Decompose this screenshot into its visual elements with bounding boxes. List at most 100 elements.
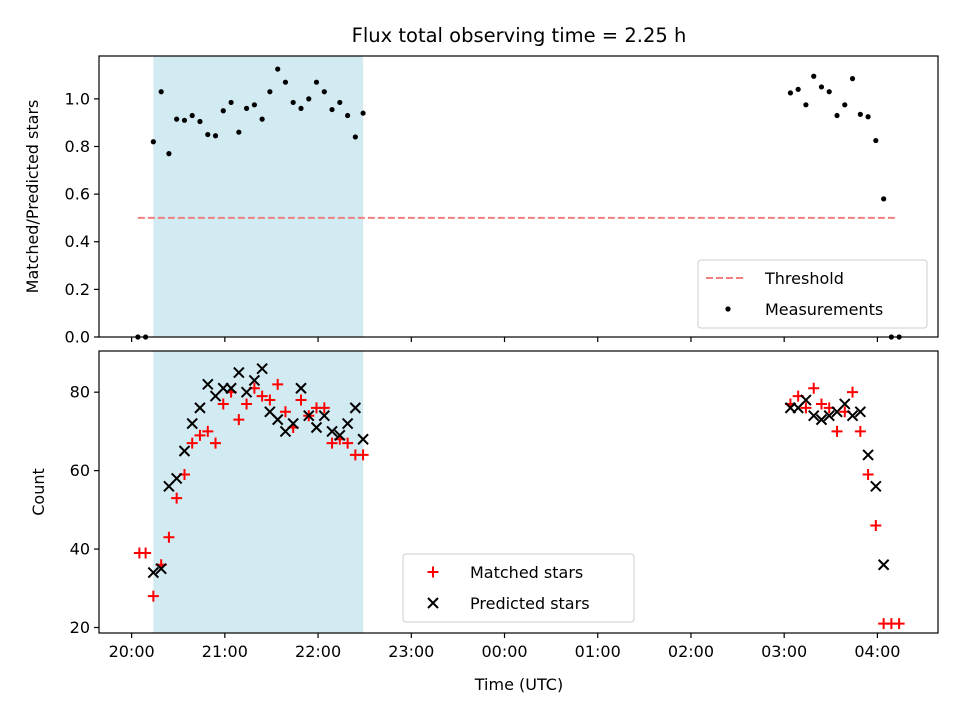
data-point (862, 449, 874, 461)
data-point (823, 410, 835, 422)
ratio-panel: 0.0 0.2 0.4 0.6 0.8 1.0 Matched/Predicted star… (23, 55, 939, 347)
data-point (310, 421, 323, 434)
series-matched-stars (133, 378, 905, 630)
data-point (202, 425, 214, 437)
data-point (166, 151, 172, 157)
data-point (140, 547, 152, 559)
data-point (251, 102, 258, 108)
data-point (313, 79, 320, 85)
series-predicted-stars (147, 362, 890, 579)
data-point (178, 445, 191, 457)
data-point (194, 429, 206, 441)
data-point (264, 394, 276, 406)
y-tick-label: 40 (70, 540, 90, 559)
data-point (303, 410, 315, 422)
legend-box (402, 553, 635, 623)
data-point (854, 425, 866, 437)
data-point (282, 79, 289, 85)
data-point (795, 86, 801, 92)
data-point (181, 117, 188, 123)
data-point (329, 106, 335, 113)
data-point (236, 129, 242, 135)
legend: Matched stars Predicted stars (402, 553, 635, 623)
data-point (267, 89, 273, 95)
data-point (870, 480, 882, 493)
x-tick-label: 23:00 (388, 642, 434, 661)
data-point (170, 472, 183, 485)
data-point (787, 90, 794, 96)
data-point (818, 84, 825, 90)
data-point (271, 413, 284, 426)
data-point (334, 429, 346, 442)
data-point (877, 559, 890, 571)
y-axis-label: Matched/Predicted stars (23, 100, 42, 294)
data-point (842, 102, 848, 108)
data-point (279, 406, 291, 418)
data-point (834, 112, 840, 119)
data-point (189, 112, 195, 119)
observing-interval-band (153, 56, 364, 337)
data-point (228, 99, 234, 106)
data-point (800, 402, 812, 414)
data-point (171, 492, 183, 504)
data-point (205, 131, 211, 138)
y-axis-label: Count (29, 468, 48, 516)
data-point (849, 76, 856, 82)
data-point (256, 390, 268, 402)
data-point (318, 410, 331, 422)
data-point (287, 417, 299, 430)
data-point (865, 114, 871, 120)
data-point (826, 89, 832, 95)
data-point (847, 386, 859, 398)
observing-interval-band (153, 351, 364, 633)
legend-label: Matched stars (470, 563, 583, 582)
plot-frame (98, 55, 939, 338)
series-measurements (135, 66, 902, 340)
data-point (811, 73, 817, 79)
data-point (248, 374, 261, 387)
data-point (158, 89, 164, 95)
data-point (163, 531, 175, 543)
legend-marker (427, 597, 439, 609)
x-tick-label: 21:00 (202, 642, 248, 661)
data-point (345, 112, 351, 119)
data-point (233, 366, 245, 379)
data-point (846, 410, 859, 422)
legend-label: Predicted stars (470, 594, 590, 613)
data-point (360, 110, 366, 116)
x-tick-label: 02:00 (668, 642, 714, 661)
data-point (240, 386, 253, 398)
y-tick-label: 0.0 (65, 328, 90, 347)
data-point (147, 566, 160, 579)
data-point (295, 394, 307, 406)
legend-marker (427, 566, 439, 578)
data-point (870, 520, 882, 532)
data-point (298, 105, 304, 111)
x-tick-label: 22:00 (295, 642, 341, 661)
data-point (272, 378, 284, 390)
data-point (194, 402, 206, 414)
data-point (815, 413, 828, 426)
data-point (197, 118, 203, 125)
x-axis-label: Time (UTC) (474, 675, 563, 694)
data-point (341, 417, 354, 430)
x-tick-label: 20:00 (109, 642, 155, 661)
x-tick-label: 01:00 (575, 642, 621, 661)
data-point (306, 96, 312, 102)
data-point (857, 111, 863, 117)
data-point (839, 398, 851, 410)
data-point (318, 402, 330, 414)
data-point (337, 99, 343, 106)
data-point (210, 437, 222, 449)
data-point (357, 433, 369, 445)
data-point (321, 89, 327, 95)
data-point (352, 134, 358, 140)
data-point (186, 437, 198, 449)
x-tick-label: 03:00 (761, 642, 807, 661)
legend-label: Measurements (765, 300, 883, 319)
data-point (808, 382, 820, 394)
data-point (150, 139, 156, 145)
data-point (155, 562, 167, 575)
data-point (217, 398, 229, 410)
